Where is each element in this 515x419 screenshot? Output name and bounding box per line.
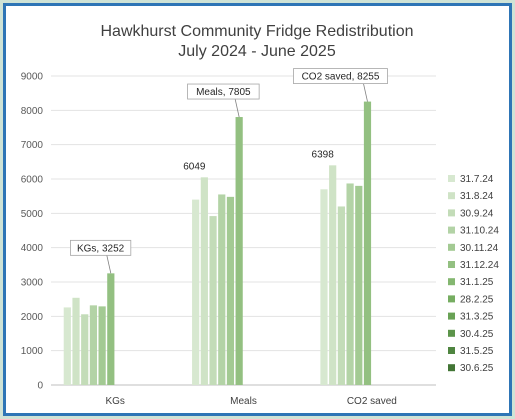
y-tick-label: 9000 [21, 72, 44, 83]
legend-swatch [448, 175, 455, 182]
y-tick-label: 8000 [21, 106, 44, 117]
bar [320, 189, 328, 385]
bar [72, 297, 80, 385]
x-category-label: Meals [230, 396, 257, 407]
y-tick-label: 0 [37, 381, 43, 392]
y-axis-ticks: 0 1000 2000 3000 4000 5000 6000 7000 8000 9000 [21, 72, 44, 392]
legend-swatch [448, 295, 455, 303]
bars [63, 101, 372, 386]
y-tick-label: 2000 [21, 312, 44, 323]
legend-label: 30.4.25 [460, 329, 494, 340]
bar [363, 101, 372, 385]
legend-swatch [448, 278, 455, 286]
callout-leader [106, 255, 112, 274]
data-label: KGs, 3252 [77, 243, 125, 254]
data-label: 6398 [312, 149, 335, 160]
data-label: 6049 [183, 161, 206, 172]
bar [89, 305, 98, 385]
legend-label: 31.10.24 [460, 226, 499, 237]
chart-title: Hawkhurst Community Fridge Redistributio… [101, 23, 414, 40]
legend-swatch [448, 209, 455, 217]
legend-label: 30.6.25 [460, 363, 494, 374]
legend: 31.7.24 31.8.24 30.9.24 31.10.24 30.11.24 31.… [448, 174, 499, 374]
x-axis-categories: KGs Meals CO2 saved [105, 396, 396, 407]
legend-swatch [448, 329, 455, 337]
legend-swatch [448, 364, 455, 372]
data-labels: KGs, 3252 6049 Meals, 7805 6398 CO2 saved, 8… [70, 68, 388, 274]
bar [337, 206, 345, 385]
callout-leader [363, 83, 368, 102]
legend-swatch [448, 312, 455, 320]
bar [235, 117, 243, 386]
legend-swatch [448, 261, 455, 268]
legend-label: 31.3.25 [460, 312, 494, 323]
x-category-label: CO2 saved [347, 396, 397, 407]
legend-label: 30.11.24 [460, 243, 499, 254]
legend-label: 31.5.25 [460, 346, 494, 357]
legend-label: 28.2.25 [460, 294, 494, 305]
chart-frame: Hawkhurst Community Fridge Redistributio… [3, 3, 512, 416]
bar [329, 165, 337, 385]
data-label: CO2 saved, 8255 [302, 72, 380, 83]
callout-box [187, 83, 260, 100]
bar [209, 216, 217, 385]
y-tick-label: 3000 [21, 278, 44, 289]
x-category-label: KGs [105, 396, 124, 407]
bar [81, 314, 89, 385]
bar [218, 194, 226, 385]
y-tick-label: 5000 [21, 209, 44, 220]
chart-subtitle: July 2024 - June 2025 [178, 43, 336, 60]
legend-swatch [448, 347, 455, 354]
legend-label: 31.1.25 [460, 277, 494, 288]
bar [355, 185, 363, 385]
legend-swatch [448, 192, 455, 200]
callout-box [293, 68, 388, 84]
bar [226, 196, 235, 385]
y-tick-label: 7000 [21, 140, 44, 151]
bar [346, 183, 354, 385]
bar [63, 307, 71, 385]
legend-swatch [448, 243, 455, 251]
legend-label: 31.8.24 [460, 191, 494, 202]
y-tick-label: 6000 [21, 175, 44, 186]
chart-svg: Hawkhurst Community Fridge Redistributio… [21, 23, 500, 407]
legend-label: 31.7.24 [460, 174, 494, 185]
y-tick-label: 1000 [21, 346, 44, 357]
legend-swatch [448, 226, 455, 234]
bar [192, 199, 200, 385]
bar [107, 273, 115, 385]
legend-label: 31.12.24 [460, 260, 499, 271]
callout-box [70, 239, 132, 256]
data-label: Meals, 7805 [196, 87, 251, 98]
callout-leader [234, 98, 240, 118]
bar [98, 306, 106, 385]
bar [200, 177, 208, 385]
legend-label: 30.9.24 [460, 208, 494, 219]
y-tick-label: 4000 [21, 243, 44, 254]
